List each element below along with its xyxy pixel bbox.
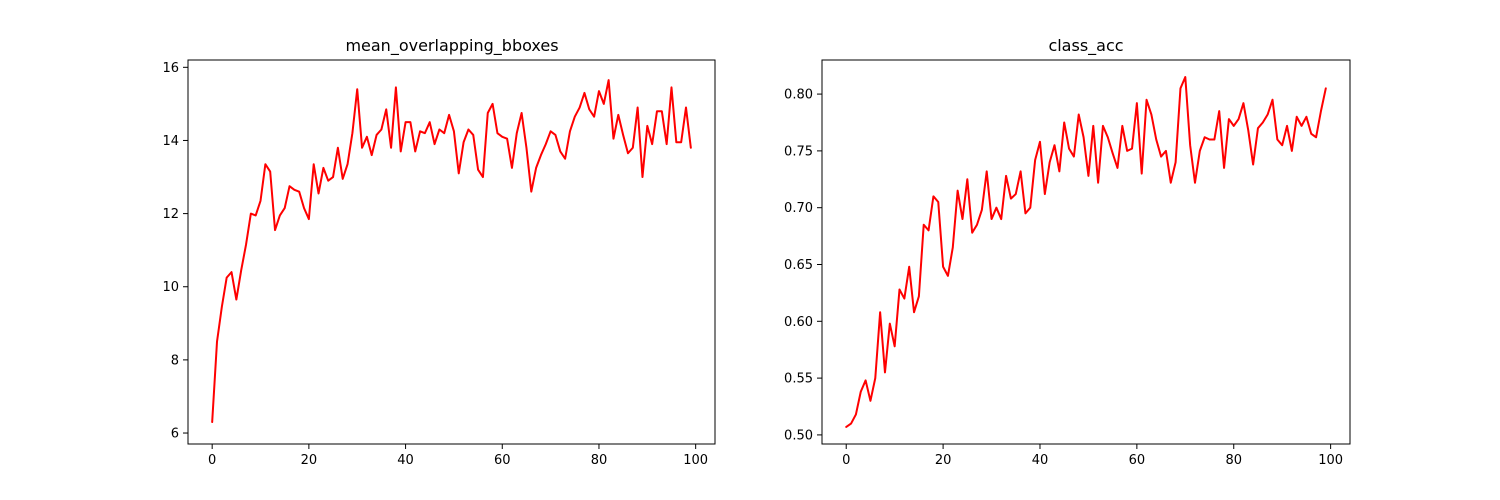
right-chart-y-tick-label: 0.65 bbox=[784, 258, 813, 273]
right-chart-ticks: 0 20 40 60 80 100 0.50 0.55 0.60 0.65 0.70 0.75 0.80 bbox=[784, 88, 1343, 468]
right-chart-y-tick-label: 0.70 bbox=[784, 201, 813, 216]
left-chart-ticks: 0 20 40 60 80 100 6 8 10 12 14 16 bbox=[162, 61, 708, 468]
left-chart-x-tick-label: 20 bbox=[301, 453, 318, 468]
right-chart-x-tick-label: 100 bbox=[1318, 453, 1343, 468]
left-chart-series bbox=[211, 79, 692, 424]
right-chart-x-tick-label: 40 bbox=[1032, 453, 1049, 468]
left-chart-y-tick-label: 12 bbox=[162, 207, 179, 222]
left-chart-axes-frame bbox=[187, 59, 716, 445]
right-chart-x-tick-label: 60 bbox=[1129, 453, 1146, 468]
right-chart-y-tick-label: 0.55 bbox=[784, 372, 813, 387]
right-chart-series-line-0 bbox=[845, 76, 1327, 428]
left-chart-y-tick-label: 6 bbox=[171, 427, 179, 442]
right-chart-title: class_acc bbox=[1048, 36, 1123, 56]
right-chart-y-tick-label: 0.80 bbox=[784, 88, 813, 103]
left-chart-x-tick-label: 0 bbox=[208, 453, 216, 468]
right-chart-x-tick-label: 80 bbox=[1225, 453, 1242, 468]
right-chart-series bbox=[845, 76, 1327, 428]
left-chart-x-tick-label: 60 bbox=[494, 453, 511, 468]
right-chart-y-tick-label: 0.60 bbox=[784, 315, 813, 330]
left-chart-series-line-0 bbox=[211, 79, 692, 424]
left-chart-title: mean_overlapping_bboxes bbox=[345, 36, 558, 56]
left-chart-x-tick-label: 100 bbox=[683, 453, 708, 468]
left-chart-y-tick-label: 8 bbox=[171, 353, 179, 368]
left-chart-y-tick-label: 14 bbox=[162, 134, 179, 149]
right-chart-x-tick-label: 20 bbox=[935, 453, 952, 468]
right-chart-axes-frame bbox=[821, 59, 1351, 445]
left-chart-x-tick-label: 40 bbox=[397, 453, 414, 468]
right-chart-y-tick-label: 0.50 bbox=[784, 428, 813, 443]
right-chart-x-tick-label: 0 bbox=[842, 453, 850, 468]
left-chart-x-tick-label: 80 bbox=[591, 453, 608, 468]
left-chart-y-tick-label: 10 bbox=[162, 280, 179, 295]
left-chart-y-tick-label: 16 bbox=[162, 61, 179, 76]
right-chart-y-tick-label: 0.75 bbox=[784, 144, 813, 159]
left-chart-panel: mean_overlapping_bboxes 0 20 40 60 80 100 6 8 10… bbox=[162, 36, 716, 468]
right-chart-panel: class_acc 0 20 40 60 80 100 0.50 0.55 0.60 0.65 0.… bbox=[784, 36, 1351, 468]
